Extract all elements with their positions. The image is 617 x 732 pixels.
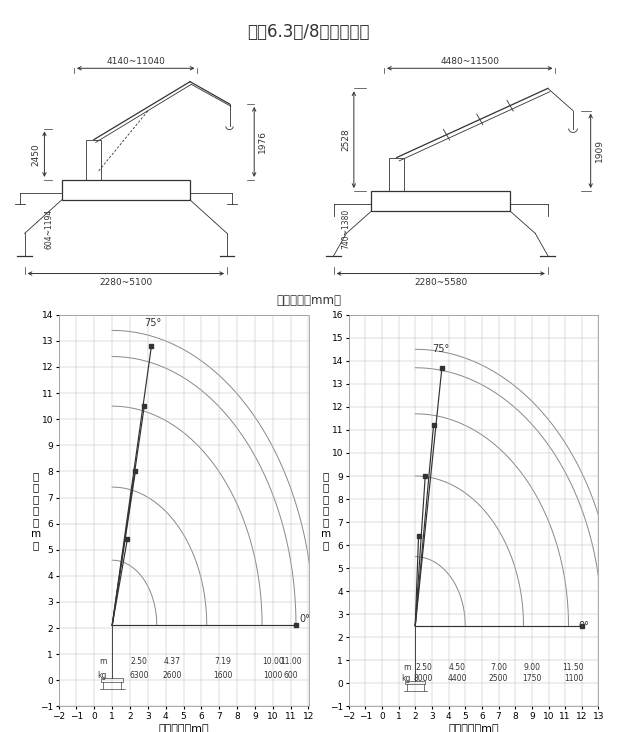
Text: 徐工6.3吨/8吨起重参数: 徐工6.3吨/8吨起重参数 (247, 23, 370, 42)
Text: 1909: 1909 (594, 139, 603, 163)
Text: 1750: 1750 (522, 674, 542, 683)
Text: m: m (403, 662, 410, 672)
Text: 75°: 75° (144, 318, 162, 328)
Text: 4.50: 4.50 (449, 662, 465, 672)
Bar (101, 678, 123, 681)
Text: 1600: 1600 (213, 671, 233, 679)
Text: 4140~11040: 4140~11040 (106, 57, 165, 66)
Text: 支腿跨距（mm）: 支腿跨距（mm） (276, 294, 341, 307)
Bar (389, 157, 404, 191)
Text: 2280~5580: 2280~5580 (414, 278, 468, 287)
Text: 7.00: 7.00 (490, 662, 507, 672)
Text: 2500: 2500 (489, 674, 508, 683)
Text: 600: 600 (283, 671, 298, 679)
Text: kg: kg (401, 674, 410, 683)
Text: 2600: 2600 (163, 671, 182, 679)
Text: 11.00: 11.00 (280, 657, 302, 667)
X-axis label: 工作幅度（m）: 工作幅度（m） (158, 724, 209, 732)
Text: 11.50: 11.50 (563, 662, 584, 672)
Text: 4480~11500: 4480~11500 (441, 57, 499, 66)
Bar (62, 180, 190, 200)
Text: 10.00: 10.00 (262, 657, 284, 667)
Text: 0°: 0° (579, 621, 589, 631)
Text: 6300: 6300 (129, 671, 149, 679)
Text: 604~1194: 604~1194 (45, 209, 54, 249)
Text: 740~1380: 740~1380 (342, 209, 351, 249)
Text: 2528: 2528 (341, 128, 350, 151)
Text: 4.37: 4.37 (164, 657, 181, 667)
Text: 0°: 0° (300, 614, 310, 624)
X-axis label: 工作幅度（m）: 工作幅度（m） (448, 724, 499, 732)
Text: 4400: 4400 (447, 674, 466, 683)
Y-axis label: 举
升
高
度
（
m
）: 举 升 高 度 （ m ） (321, 471, 331, 550)
Bar (405, 681, 425, 684)
Text: 9.00: 9.00 (523, 662, 540, 672)
Text: 2280~5100: 2280~5100 (99, 278, 152, 287)
Text: 2450: 2450 (31, 143, 41, 165)
Y-axis label: 举
升
高
度
（
m
）: 举 升 高 度 （ m ） (31, 471, 41, 550)
Text: kg: kg (97, 671, 107, 679)
Text: 2.50: 2.50 (415, 662, 432, 672)
Text: 1000: 1000 (263, 671, 283, 679)
Text: 8000: 8000 (414, 674, 433, 683)
Text: 2.50: 2.50 (131, 657, 147, 667)
Bar (371, 191, 510, 211)
Text: m: m (99, 657, 107, 667)
Bar (86, 140, 101, 180)
Text: 75°: 75° (432, 344, 449, 354)
Text: 7.19: 7.19 (214, 657, 231, 667)
Text: 1976: 1976 (258, 130, 267, 154)
Text: 1100: 1100 (564, 674, 583, 683)
